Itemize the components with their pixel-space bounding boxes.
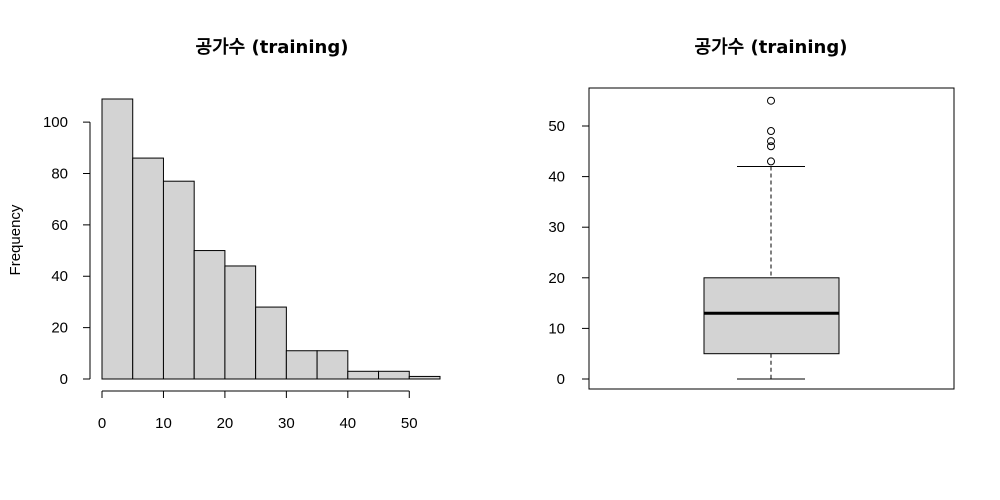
histogram-y-tick-label: 80 — [51, 165, 68, 182]
boxplot-box — [703, 277, 840, 355]
histogram-x-tick-label: 50 — [401, 415, 418, 432]
histogram-bar — [101, 98, 134, 380]
histogram-x-tick-label: 40 — [339, 415, 356, 432]
histogram-y-tick-label: 40 — [51, 268, 68, 285]
boxplot-title: 공가수 (training) — [695, 37, 848, 58]
histogram-y-axis: 0 20 40 60 80 100 — [43, 114, 91, 388]
histogram-x-tick-label: 30 — [278, 415, 295, 432]
boxplot-y-tick-label: 20 — [548, 270, 565, 287]
histogram-bar — [378, 370, 410, 380]
boxplot-outlier-point — [767, 157, 775, 166]
histogram-y-tick-label: 0 — [60, 371, 68, 388]
boxplot-outlier-point — [767, 96, 775, 105]
boxplot-outlier-point — [767, 142, 775, 151]
boxplot-y-tick-label: 0 — [557, 371, 565, 388]
boxplot-y-tick-label: 50 — [548, 118, 565, 135]
histogram-bar — [193, 250, 226, 380]
histogram-bar — [347, 370, 380, 380]
boxplot-outlier-point — [767, 127, 775, 136]
histogram-panel: 공가수 (training) Frequency 0 10 20 30 40 50 0 20… — [7, 37, 441, 432]
boxplot-y-axis: 0 10 20 30 40 50 — [548, 118, 590, 388]
histogram-x-axis: 0 10 20 30 40 50 — [98, 390, 418, 432]
boxplot-y-tick-label: 10 — [548, 320, 565, 337]
histogram-bar — [408, 375, 441, 380]
boxplot-y-tick-label: 40 — [548, 169, 565, 186]
histogram-bar — [255, 306, 287, 380]
histogram-y-tick-label: 60 — [51, 217, 68, 234]
histogram-x-tick-label: 20 — [217, 415, 234, 432]
boxplot-body — [703, 96, 840, 380]
histogram-y-tick-label: 20 — [51, 320, 68, 337]
histogram-bar — [316, 350, 349, 380]
histogram-bar — [285, 350, 318, 380]
histogram-title: 공가수 (training) — [196, 37, 349, 58]
histogram-y-axis-label: Frequency — [7, 204, 24, 275]
histogram-y-tick-label: 100 — [43, 114, 68, 131]
histogram-bar — [224, 265, 257, 380]
histogram-bar — [132, 157, 164, 380]
boxplot-outlier-point — [767, 137, 775, 146]
histogram-bars — [101, 98, 441, 380]
boxplot-panel: 공가수 (training) 0 10 20 30 40 50 — [548, 37, 955, 390]
boxplot-y-tick-label: 30 — [548, 219, 565, 236]
histogram-bar — [162, 180, 195, 380]
histogram-x-tick-label: 10 — [155, 415, 172, 432]
histogram-x-tick-label: 0 — [98, 415, 106, 432]
